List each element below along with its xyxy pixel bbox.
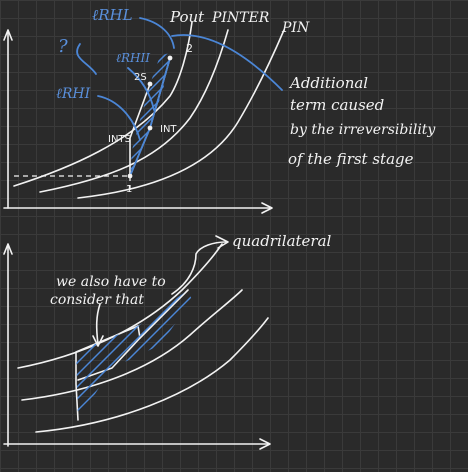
bottom-diagram: we also have to consider that quadrilate… — [3, 232, 332, 450]
point-2 — [167, 55, 173, 61]
bracket-to-note — [171, 34, 283, 91]
isobar-p-inter — [39, 29, 229, 193]
label-point-int: INT — [160, 124, 177, 135]
label-p-inter: PINTER — [211, 10, 270, 26]
process-line-bottom — [77, 337, 141, 381]
label-point-ints: INTS — [108, 134, 131, 145]
bottom-x-arrow — [259, 438, 271, 450]
point-2s — [147, 81, 153, 87]
note-line-2: term caused — [290, 96, 384, 114]
note-left-arrow — [95, 303, 101, 345]
bottom-note-left-2: consider that — [50, 292, 144, 308]
question-curl — [76, 43, 97, 75]
top-diagram: Pout PINTER PIN ℓRHI ℓRHII ℓRHL ? 2 2S I… — [3, 6, 436, 214]
label-p-out: Pout — [169, 8, 205, 26]
top-x-arrow — [261, 202, 273, 214]
label-l-rhii: ℓRHII — [116, 51, 150, 65]
bottom-note-right: quadrilateral — [232, 232, 332, 250]
label-question: ? — [58, 36, 68, 57]
bottom-isobar-2 — [21, 289, 243, 401]
isobar-p-in — [77, 29, 285, 199]
isentropic-line — [129, 83, 151, 177]
point-1 — [127, 173, 133, 179]
label-l-rhl: ℓRHL — [92, 6, 133, 24]
bottom-isobar-3 — [35, 317, 269, 433]
top-note: Additional term caused by the irreversib… — [288, 74, 436, 168]
l-rhl-arrow — [139, 17, 175, 49]
l-rhii-arrow — [127, 67, 155, 111]
note-line-1: Additional — [288, 74, 368, 92]
point-int — [147, 125, 153, 131]
bottom-note-left-1: we also have to — [56, 274, 166, 290]
l-rhi-arrow — [97, 95, 141, 141]
label-point-1: 1 — [126, 184, 132, 195]
label-point-2: 2 — [186, 42, 193, 55]
bottom-y-arrow — [3, 243, 13, 255]
note-line-3: by the irreversibility — [290, 122, 436, 138]
label-point-2s: 2S — [134, 72, 147, 83]
bottom-isobar-1 — [17, 243, 223, 369]
note-line-4: of the first stage — [288, 150, 414, 168]
note-left-arrowhead — [92, 335, 104, 347]
isobar-p-out — [13, 21, 193, 187]
note-right-arrowhead — [215, 235, 229, 249]
label-p-in: PIN — [281, 20, 310, 36]
quadrilateral-outline — [75, 289, 189, 421]
note-right-arrow — [171, 241, 227, 295]
top-y-arrow — [3, 29, 13, 41]
label-l-rhi: ℓRHI — [56, 86, 91, 102]
